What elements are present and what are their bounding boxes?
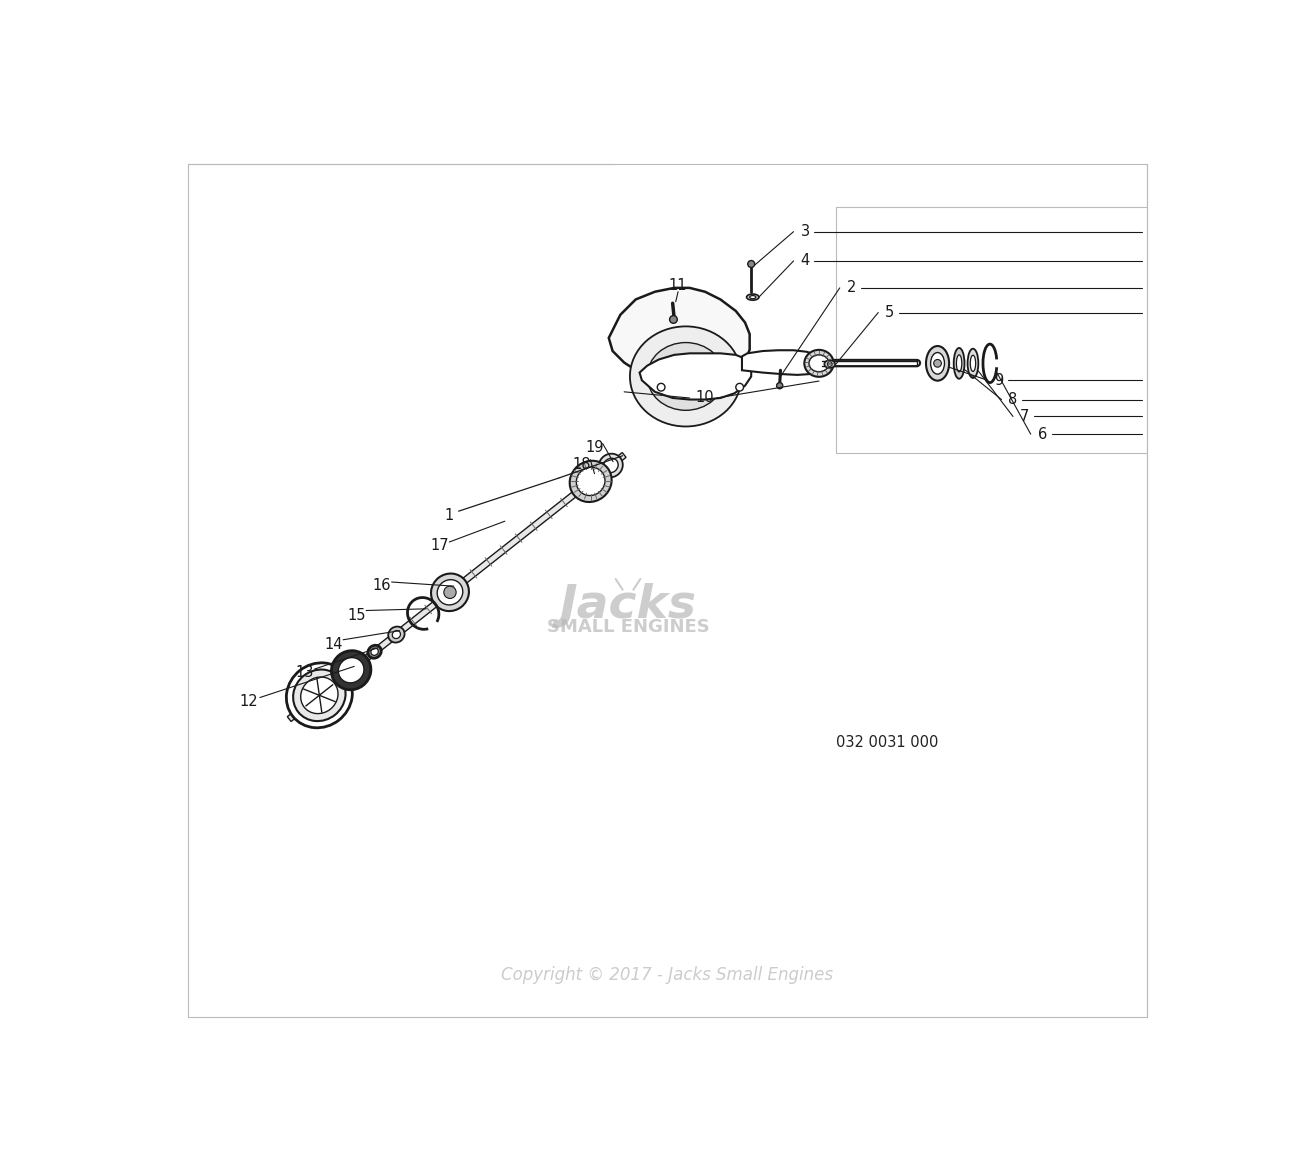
Circle shape bbox=[747, 260, 755, 267]
Text: 10: 10 bbox=[695, 391, 715, 405]
Text: 6: 6 bbox=[1038, 427, 1047, 441]
Text: 14: 14 bbox=[324, 637, 344, 652]
Ellipse shape bbox=[603, 459, 618, 473]
Ellipse shape bbox=[293, 670, 345, 721]
Ellipse shape bbox=[630, 327, 742, 426]
Ellipse shape bbox=[647, 343, 724, 411]
Text: 17: 17 bbox=[430, 538, 449, 553]
Ellipse shape bbox=[746, 294, 759, 300]
Ellipse shape bbox=[926, 345, 949, 380]
Text: 13: 13 bbox=[296, 665, 314, 680]
Ellipse shape bbox=[967, 349, 978, 378]
Text: 2: 2 bbox=[846, 280, 855, 295]
Ellipse shape bbox=[431, 573, 469, 612]
Ellipse shape bbox=[599, 454, 622, 477]
Polygon shape bbox=[742, 350, 822, 375]
Ellipse shape bbox=[388, 627, 405, 643]
Circle shape bbox=[736, 384, 743, 391]
Ellipse shape bbox=[953, 348, 965, 379]
Ellipse shape bbox=[437, 580, 462, 605]
Ellipse shape bbox=[809, 355, 829, 372]
Ellipse shape bbox=[371, 648, 379, 656]
Circle shape bbox=[828, 362, 832, 366]
Ellipse shape bbox=[957, 355, 962, 372]
Ellipse shape bbox=[931, 352, 944, 375]
Circle shape bbox=[669, 315, 677, 323]
Text: 4: 4 bbox=[801, 253, 810, 268]
Text: 5: 5 bbox=[885, 305, 894, 320]
Ellipse shape bbox=[750, 295, 756, 299]
Text: Jacks: Jacks bbox=[560, 584, 697, 628]
Ellipse shape bbox=[368, 645, 381, 658]
Ellipse shape bbox=[301, 677, 339, 714]
Circle shape bbox=[776, 383, 783, 389]
Ellipse shape bbox=[577, 467, 605, 496]
Ellipse shape bbox=[339, 657, 365, 683]
Ellipse shape bbox=[970, 355, 975, 371]
Text: 12: 12 bbox=[240, 694, 259, 708]
Text: 9: 9 bbox=[995, 372, 1004, 387]
Text: 18: 18 bbox=[573, 457, 591, 473]
Ellipse shape bbox=[824, 361, 835, 368]
Polygon shape bbox=[609, 288, 750, 387]
Polygon shape bbox=[288, 453, 626, 721]
Circle shape bbox=[444, 586, 456, 599]
Text: 15: 15 bbox=[348, 608, 366, 623]
Ellipse shape bbox=[286, 663, 353, 728]
Circle shape bbox=[934, 359, 941, 368]
Text: 1: 1 bbox=[445, 508, 454, 523]
Text: SMALL ENGINES: SMALL ENGINES bbox=[547, 617, 710, 636]
Polygon shape bbox=[639, 354, 751, 399]
Text: 19: 19 bbox=[586, 440, 604, 455]
Ellipse shape bbox=[805, 350, 833, 377]
Text: 11: 11 bbox=[669, 278, 687, 293]
Text: 032 0031 000: 032 0031 000 bbox=[836, 735, 939, 749]
Text: 3: 3 bbox=[801, 224, 810, 239]
Ellipse shape bbox=[332, 651, 371, 690]
Ellipse shape bbox=[570, 461, 612, 502]
Text: 16: 16 bbox=[372, 579, 391, 593]
Text: Copyright © 2017 - Jacks Small Engines: Copyright © 2017 - Jacks Small Engines bbox=[501, 966, 833, 985]
Text: 8: 8 bbox=[1008, 392, 1018, 407]
Circle shape bbox=[658, 384, 665, 391]
Text: 7: 7 bbox=[1019, 408, 1030, 424]
Ellipse shape bbox=[392, 630, 401, 638]
